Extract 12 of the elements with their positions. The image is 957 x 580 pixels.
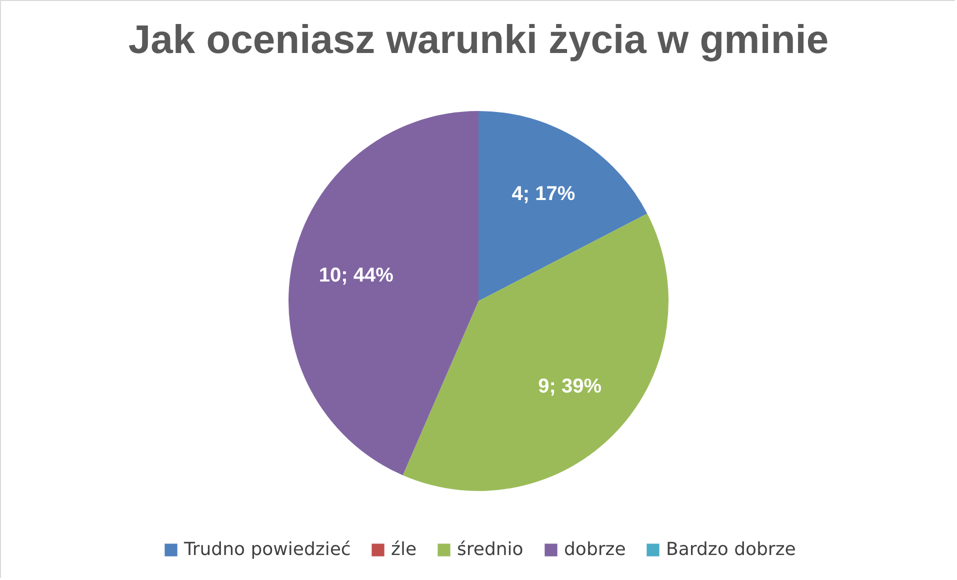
pie-slice: [402, 214, 668, 491]
data-label: 4; 17%: [512, 183, 576, 206]
data-label: 10; 44%: [318, 264, 394, 287]
pie-slice: [288, 111, 478, 476]
data-label: 9; 39%: [538, 375, 602, 398]
legend-label: dobrze: [564, 539, 626, 560]
legend-label: Trudno powiedzieć: [183, 539, 351, 560]
legend-label: źle: [391, 539, 417, 560]
legend-label: średnio: [457, 539, 524, 560]
legend-label: Bardzo dobrze: [666, 539, 796, 560]
chart-title: Jak oceniasz warunki życia w gminie: [128, 18, 829, 62]
pie-slice: [478, 111, 648, 301]
